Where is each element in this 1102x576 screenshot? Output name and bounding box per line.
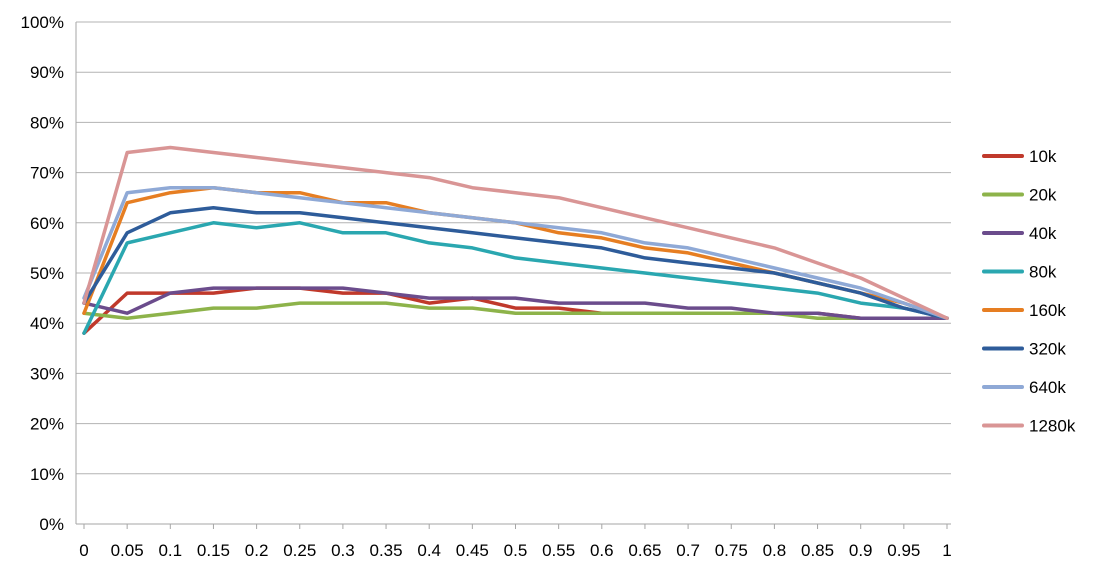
x-tick-label: 0 bbox=[79, 541, 88, 560]
legend-label-10k: 10k bbox=[1029, 147, 1057, 166]
x-tick-label: 0.05 bbox=[111, 541, 144, 560]
x-tick-label: 0.2 bbox=[245, 541, 269, 560]
x-tick-label: 0.35 bbox=[370, 541, 403, 560]
y-tick-label: 20% bbox=[30, 415, 64, 434]
y-tick-label: 50% bbox=[30, 264, 64, 283]
x-tick-label: 0.4 bbox=[417, 541, 441, 560]
y-tick-label: 30% bbox=[30, 364, 64, 383]
legend-label-1280k: 1280k bbox=[1029, 417, 1076, 436]
series-line-80k bbox=[82, 221, 949, 335]
x-tick-label: 0.15 bbox=[197, 541, 230, 560]
grid-lines bbox=[76, 21, 951, 525]
series-line-640k bbox=[82, 185, 949, 320]
legend-label-640k: 640k bbox=[1029, 378, 1066, 397]
y-tick-label: 10% bbox=[30, 465, 64, 484]
legend-label-80k: 80k bbox=[1029, 263, 1057, 282]
x-tick-label: 0.5 bbox=[504, 541, 528, 560]
y-tick-label: 90% bbox=[30, 63, 64, 82]
x-tick-label: 0.65 bbox=[628, 541, 661, 560]
series-lines bbox=[82, 145, 949, 335]
series-line-40k bbox=[82, 286, 949, 320]
x-tick-label: 0.1 bbox=[158, 541, 182, 560]
axes bbox=[75, 22, 951, 529]
x-axis-ticks: 0 0.05 0.1 0.15 0.2 0.25 0.3 0.35 0.4 0.45 0.5 0.55… bbox=[79, 541, 951, 560]
legend-label-320k: 320k bbox=[1029, 340, 1066, 359]
x-tick-label: 0.3 bbox=[331, 541, 355, 560]
x-tick-label: 0.9 bbox=[849, 541, 873, 560]
legend-label-20k: 20k bbox=[1029, 186, 1057, 205]
series-line-20k bbox=[82, 301, 949, 320]
y-tick-label: 40% bbox=[30, 314, 64, 333]
x-tick-label: 0.25 bbox=[283, 541, 316, 560]
x-tick-label: 0.45 bbox=[456, 541, 489, 560]
legend-label-40k: 40k bbox=[1029, 224, 1057, 243]
x-tick-label: 0.8 bbox=[763, 541, 787, 560]
x-tick-label: 0.55 bbox=[542, 541, 575, 560]
y-tick-label: 0% bbox=[39, 515, 64, 534]
y-tick-label: 70% bbox=[30, 164, 64, 183]
y-tick-label: 100% bbox=[21, 13, 64, 32]
x-tick-label: 0.95 bbox=[887, 541, 920, 560]
series-line-1280k bbox=[82, 145, 949, 320]
y-tick-label: 60% bbox=[30, 214, 64, 233]
x-tick-label: 1 bbox=[942, 541, 951, 560]
legend-label-160k: 160k bbox=[1029, 301, 1066, 320]
y-axis-ticks: 0% 10% 20% 30% 40% 50% 60% 70% 80% 90% 100% bbox=[21, 13, 64, 534]
y-tick-label: 80% bbox=[30, 113, 64, 132]
x-tick-label: 0.7 bbox=[676, 541, 700, 560]
x-tick-label: 0.6 bbox=[590, 541, 614, 560]
x-tick-label: 0.75 bbox=[715, 541, 748, 560]
series-line-320k bbox=[82, 205, 949, 320]
x-tick-label: 0.85 bbox=[801, 541, 834, 560]
legend: 10k 20k 40k 80k 160k 320k 640k 1280k bbox=[982, 147, 1076, 436]
